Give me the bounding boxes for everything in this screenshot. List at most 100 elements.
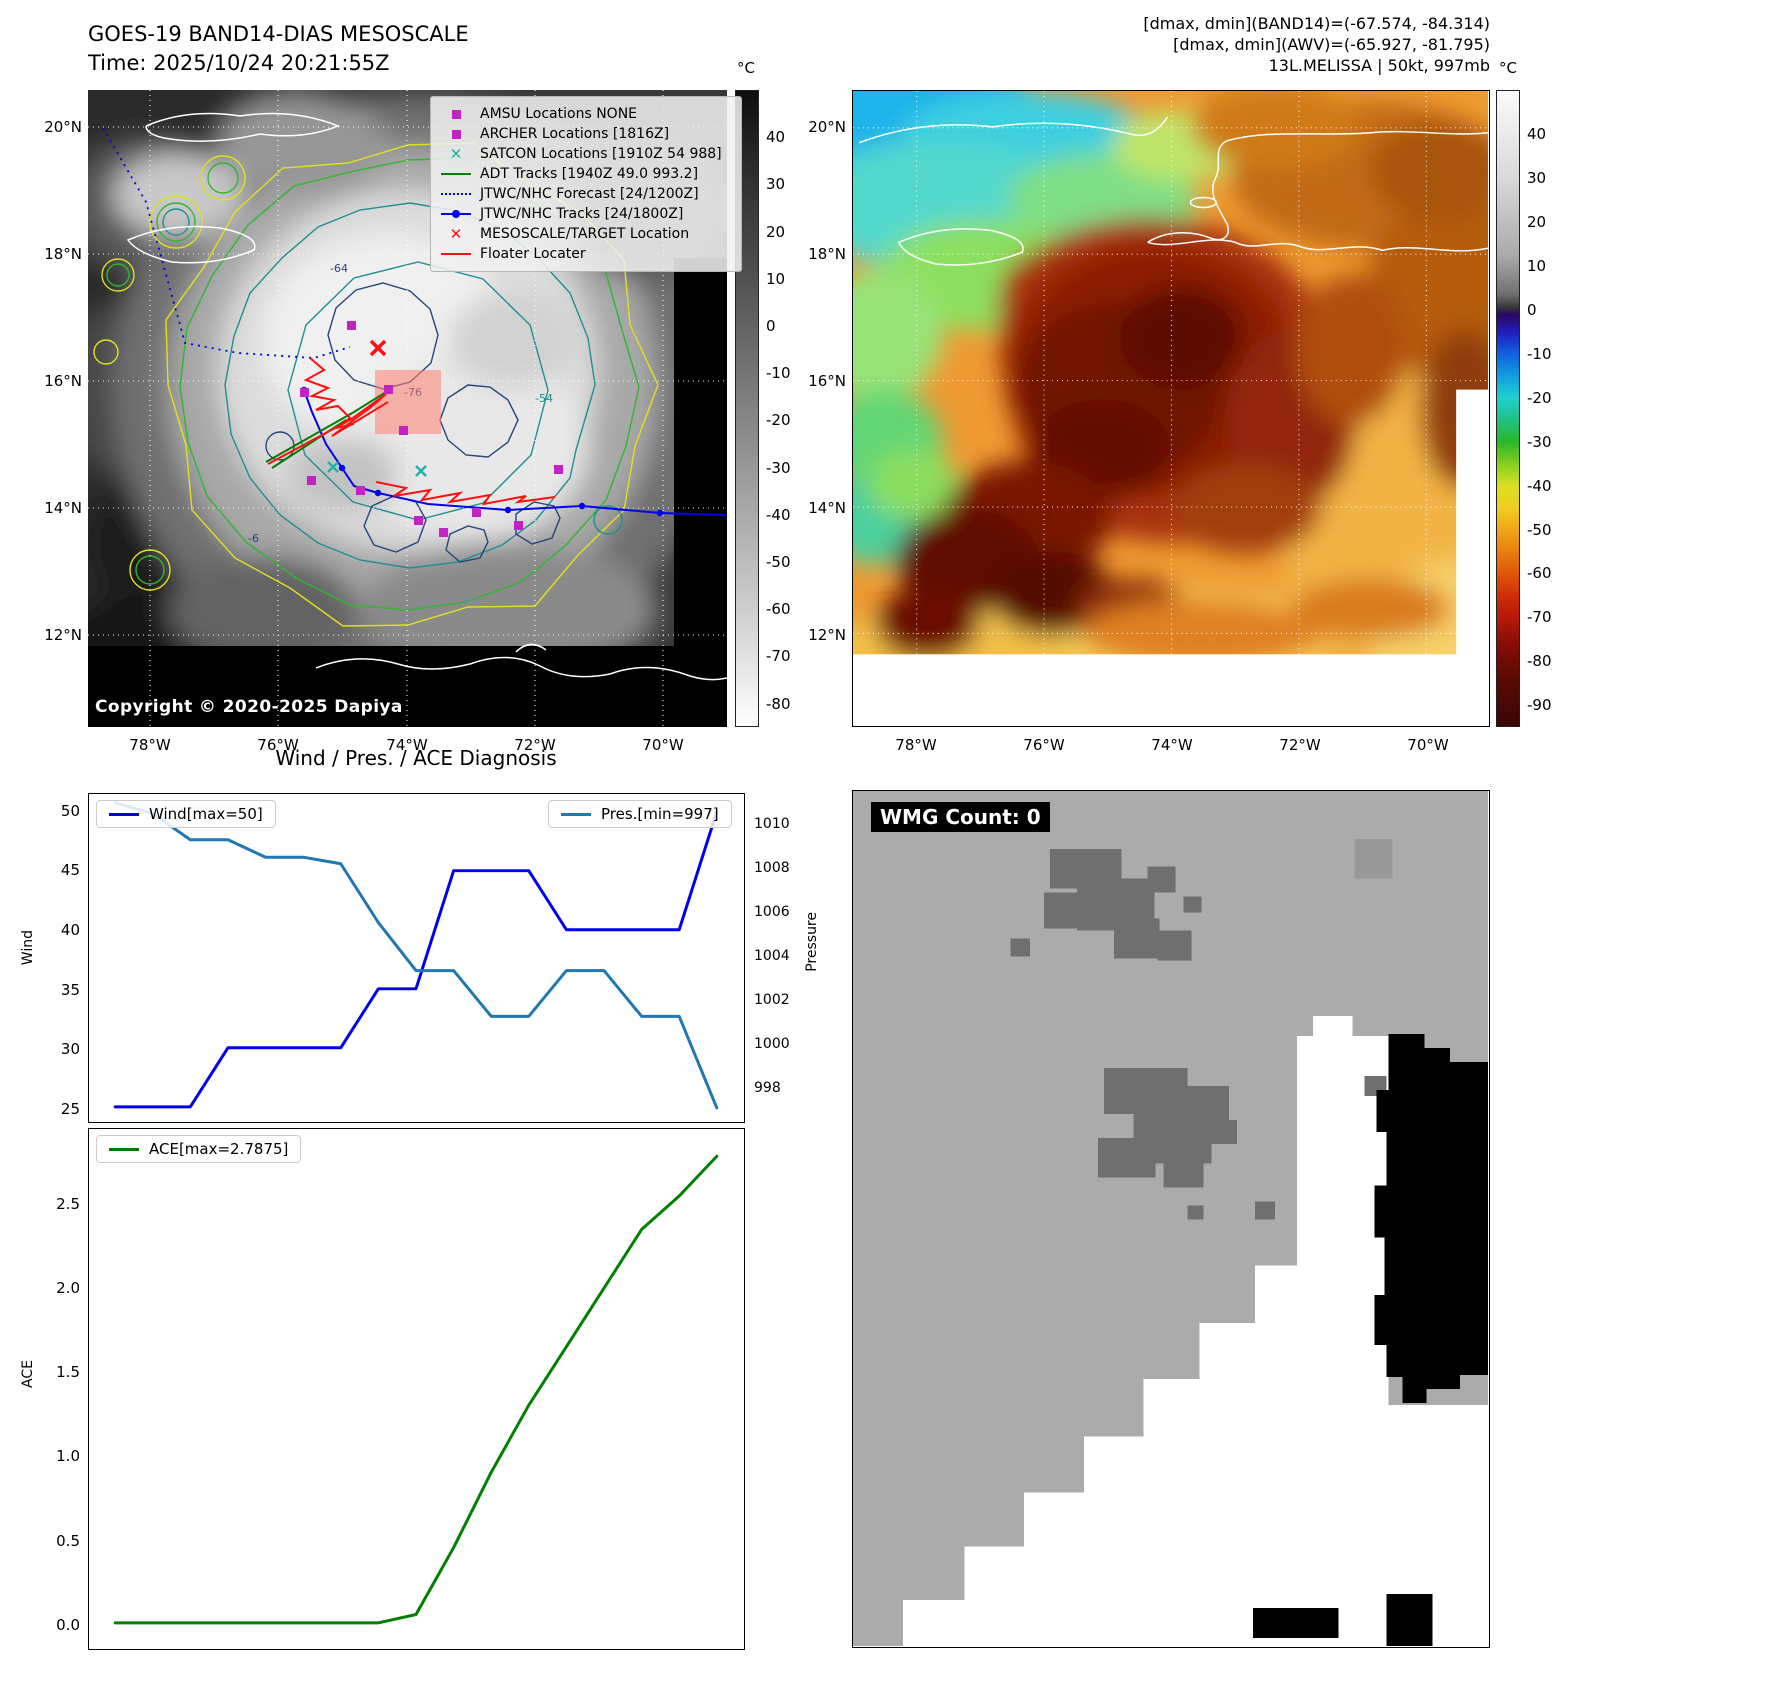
ace-tick: 2.5 <box>56 1195 80 1213</box>
awv-header-line1: [dmax, dmin](BAND14)=(-67.574, -84.314) <box>1143 14 1490 33</box>
colorbar-tick: -70 <box>1527 608 1552 626</box>
contour-label: -6 <box>248 532 259 545</box>
lon-tick: 78°W <box>895 736 937 754</box>
lat-tick: 16°N <box>44 372 82 390</box>
legend-label: ACE[max=2.7875] <box>149 1140 289 1158</box>
legend-label: Pres.[min=997] <box>601 805 719 823</box>
awv-colorbar <box>1496 90 1520 727</box>
ace-chart <box>113 1154 719 1625</box>
legend-item-target: ✕ MESOSCALE/TARGET Location <box>440 224 732 244</box>
floater-track <box>303 357 355 429</box>
awv-header-line2: [dmax, dmin](AWV)=(-65.927, -81.795) <box>1173 34 1490 54</box>
colorbar-tick: 30 <box>1527 169 1547 187</box>
colorbar-tick: -30 <box>766 459 791 477</box>
cloud-mask-cluster-a <box>1010 848 1202 961</box>
ace-tick: 1.0 <box>56 1447 80 1465</box>
amsu-archer-markers <box>300 321 563 537</box>
pressure-tick: 1000 <box>754 1036 790 1052</box>
lat-tick: 14°N <box>808 499 846 517</box>
wind-tick: 50 <box>60 802 80 820</box>
colorbar-tick: 10 <box>766 270 786 288</box>
mesoscale-target-x <box>369 339 387 357</box>
graticule <box>853 91 1488 725</box>
wmg-black-region <box>1374 1034 1488 1403</box>
no-data-bottom <box>853 654 1488 725</box>
pressure-tick: 1010 <box>754 816 790 832</box>
lon-tick: 78°W <box>129 736 171 754</box>
legend-label: MESOSCALE/TARGET Location <box>480 226 690 242</box>
lat-tick: 20°N <box>808 118 846 136</box>
dotted-line-marker-icon <box>440 193 472 195</box>
colorbar-tick: -60 <box>766 600 791 618</box>
no-data-right <box>1456 389 1488 725</box>
floater-track3 <box>375 481 556 506</box>
lat-tick: 12°N <box>808 626 846 644</box>
legend-label: JTWC/NHC Forecast [24/1200Z] <box>480 186 699 202</box>
square-marker-icon <box>440 109 472 119</box>
pressure-tick: 1002 <box>754 992 790 1008</box>
goes-map-panel: -64 -54 -76 -6 <box>88 90 742 727</box>
awv-ir-image <box>853 91 1488 725</box>
legend-label: Wind[max=50] <box>149 805 263 823</box>
wind-legend: Wind[max=50] <box>96 800 276 828</box>
colorbar-tick: -20 <box>766 411 791 429</box>
colorbar-tick: 40 <box>1527 125 1547 143</box>
floater-track2 <box>267 393 389 465</box>
goes-map-legend: AMSU Locations NONE ARCHER Locations [18… <box>430 96 742 272</box>
pressure-tick: 1008 <box>754 860 790 876</box>
contour-label: -54 <box>535 392 553 405</box>
ace-chart-panel <box>88 1128 745 1650</box>
colorbar-tick: -50 <box>766 553 791 571</box>
lat-tick: 18°N <box>808 245 846 263</box>
colorbar-tick: -20 <box>1527 389 1552 407</box>
line-marker-icon <box>109 1147 139 1151</box>
colorbar-unit: °C <box>737 59 755 77</box>
line-marker-icon <box>561 812 591 816</box>
colorbar-tick: -80 <box>766 695 791 713</box>
colorbar-tick: -60 <box>1527 564 1552 582</box>
colorbar-tick: -30 <box>1527 433 1552 451</box>
colorbar-tick: -40 <box>1527 477 1552 495</box>
awv-header-line3: 13L.MELISSA | 50kt, 997mb <box>1268 55 1490 75</box>
lon-tick: 74°W <box>1151 736 1193 754</box>
wind-tick: 30 <box>60 1040 80 1058</box>
ace-tick: 2.0 <box>56 1279 80 1297</box>
colorbar-tick: 30 <box>766 175 786 193</box>
no-data-bottom <box>88 646 727 727</box>
lat-tick: 12°N <box>44 626 82 644</box>
colorbar-tick: 40 <box>766 128 786 146</box>
storm-tracks <box>102 127 727 516</box>
wmg-count-badge: WMG Count: 0 <box>871 802 1050 832</box>
lat-tick: 16°N <box>808 372 846 390</box>
wmg-panel: WMG Count: 0 <box>852 790 1490 1648</box>
wind-tick: 45 <box>60 861 80 879</box>
lon-tick: 74°W <box>386 736 428 754</box>
colorbar-tick: 20 <box>766 223 786 241</box>
square-marker-icon <box>440 129 472 139</box>
wind-axis-label: Wind <box>20 930 36 966</box>
awv-header-block: [dmax, dmin](BAND14)=(-67.574, -84.314) … <box>1100 14 1490 76</box>
colorbar-tick: 0 <box>766 317 776 335</box>
wind-tick: 25 <box>60 1100 80 1118</box>
pressure-tick: 1004 <box>754 948 790 964</box>
legend-item-satcon: ✕ SATCON Locations [1910Z 54 988] <box>440 144 732 164</box>
colorbar-tick: -80 <box>1527 652 1552 670</box>
ace-axis-label: ACE <box>20 1360 36 1388</box>
colorbar-tick: -10 <box>766 364 791 382</box>
coastlines <box>126 112 727 681</box>
legend-item-archer: ARCHER Locations [1816Z] <box>440 124 732 144</box>
legend-label: AMSU Locations NONE <box>480 106 638 122</box>
pressure-tick: 1006 <box>754 904 790 920</box>
legend-item-forecast: JTWC/NHC Forecast [24/1200Z] <box>440 184 732 204</box>
diagnosis-title: Wind / Pres. / ACE Diagnosis <box>275 746 557 770</box>
lat-tick: 20°N <box>44 118 82 136</box>
contour-label: -64 <box>330 262 348 275</box>
legend-item-amsu: AMSU Locations NONE <box>440 104 732 124</box>
ace-legend: ACE[max=2.7875] <box>96 1135 302 1163</box>
legend-item-jtwc-track: JTWC/NHC Tracks [24/1800Z] <box>440 204 732 224</box>
lon-tick: 70°W <box>642 736 684 754</box>
legend-label: Floater Locater <box>480 246 586 262</box>
lat-tick: 18°N <box>44 245 82 263</box>
copyright-watermark: Copyright © 2020-2025 Dapiya <box>95 697 403 717</box>
awv-map-panel <box>852 90 1490 727</box>
